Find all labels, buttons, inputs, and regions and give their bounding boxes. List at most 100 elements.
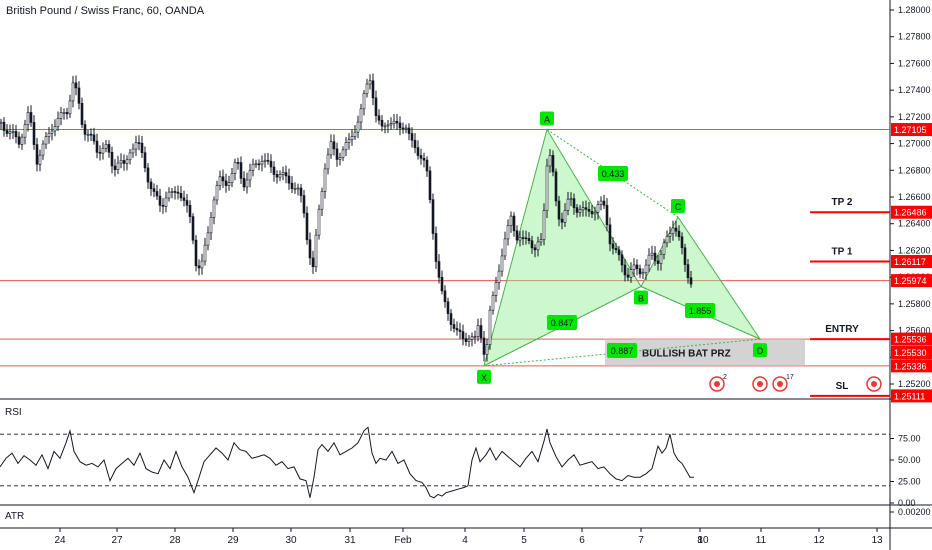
earnings-icon[interactable]: 17: [772, 374, 794, 392]
candle: [596, 204, 600, 213]
candle: [182, 197, 186, 201]
candle: [404, 127, 408, 130]
candle: [41, 143, 45, 156]
candle: [620, 254, 624, 266]
time-tick-label: 27: [111, 535, 123, 546]
pattern-bcd: [640, 216, 762, 341]
ratio-label[interactable]: 0.887: [607, 343, 637, 358]
candle: [452, 324, 456, 329]
price-tick-label: 1.26200: [898, 245, 931, 255]
candle: [143, 152, 147, 169]
price-tag[interactable]: 1.27105: [891, 123, 932, 137]
candle: [503, 238, 507, 257]
candle: [320, 191, 324, 210]
candle: [65, 112, 69, 115]
candle: [671, 227, 675, 234]
candle: [158, 195, 162, 206]
rsi-line[interactable]: [0, 426, 694, 499]
price-tag[interactable]: 1.25111: [891, 389, 932, 403]
candle: [218, 176, 222, 186]
candle: [467, 338, 471, 342]
pattern-point-d[interactable]: D: [753, 343, 767, 358]
price-tick-label: 1.25200: [898, 379, 931, 389]
candle: [488, 309, 492, 345]
time-tick-label: 29: [227, 535, 239, 546]
icon-count: 2: [723, 374, 727, 381]
candle: [206, 232, 210, 246]
pattern-point-a[interactable]: A: [540, 111, 554, 126]
candle: [137, 142, 141, 144]
candle: [44, 136, 48, 145]
candle: [356, 121, 360, 133]
candle: [149, 181, 153, 189]
dividends-icon[interactable]: [752, 376, 768, 392]
candle: [347, 139, 351, 143]
ratio-label[interactable]: 1.855: [685, 303, 715, 318]
prz-box[interactable]: [605, 339, 805, 366]
price-tag[interactable]: 1.25530: [891, 345, 932, 359]
candle: [146, 167, 150, 183]
time-tick-label: 6: [579, 535, 585, 546]
rsi-tick-label: 25.00: [898, 477, 921, 487]
bat-pattern: [483, 128, 762, 367]
candle: [623, 264, 627, 276]
time-tick-label: 5: [521, 535, 527, 546]
price-tag[interactable]: 1.25536: [891, 332, 932, 346]
symbol-title[interactable]: British Pound / Swiss Franc, 60, OANDA: [6, 5, 205, 17]
candle: [683, 247, 687, 265]
pattern-point-c[interactable]: C: [671, 199, 685, 214]
candle: [470, 336, 474, 340]
pattern-point-x[interactable]: X: [477, 369, 491, 384]
candle: [569, 198, 573, 200]
candle: [614, 248, 618, 251]
rsi-label: RSI: [5, 407, 22, 418]
ratio-label[interactable]: 0.847: [547, 315, 577, 330]
candle: [308, 239, 312, 259]
candle: [125, 159, 129, 164]
pattern-point-badge: [671, 199, 685, 214]
candle: [629, 269, 633, 278]
candle: [302, 195, 306, 214]
candle: [590, 211, 594, 215]
pattern-point-badge: [477, 369, 491, 384]
candle: [632, 264, 636, 270]
price-tag[interactable]: 1.26117: [891, 255, 932, 269]
candle: [92, 134, 96, 142]
candle: [56, 118, 60, 127]
news-icon[interactable]: [866, 376, 882, 392]
candle: [20, 136, 24, 145]
candle: [35, 144, 39, 165]
price-tag-bg: [891, 345, 932, 359]
time-tick-label: 30: [285, 535, 297, 546]
ratio-label[interactable]: 0.433: [598, 166, 628, 181]
price-tick-label: 1.25800: [898, 299, 931, 309]
candle: [668, 233, 672, 237]
candle: [185, 200, 189, 206]
candle: [530, 240, 534, 249]
candle: [251, 163, 255, 171]
candle: [278, 174, 282, 178]
candle: [203, 244, 207, 262]
candle: [368, 80, 372, 85]
candle: [446, 301, 450, 314]
pattern-point-b[interactable]: B: [634, 290, 648, 305]
candle: [419, 155, 423, 159]
candle: [443, 290, 447, 303]
candle: [509, 215, 513, 226]
ratio-badge: [685, 303, 715, 318]
pattern-point-label: D: [757, 346, 764, 356]
price-tag[interactable]: 1.25974: [891, 274, 932, 288]
candle: [524, 237, 528, 240]
events-icon[interactable]: 2: [709, 374, 727, 392]
price-tag[interactable]: 1.25336: [891, 359, 932, 373]
price-tag[interactable]: 1.26486: [891, 205, 932, 219]
candle: [638, 268, 642, 275]
candle: [674, 227, 678, 232]
candle: [545, 165, 549, 212]
time-tick-label: 31: [344, 535, 356, 546]
price-tick-label: 1.27600: [898, 58, 931, 68]
candle: [458, 329, 462, 332]
candle: [659, 253, 663, 264]
